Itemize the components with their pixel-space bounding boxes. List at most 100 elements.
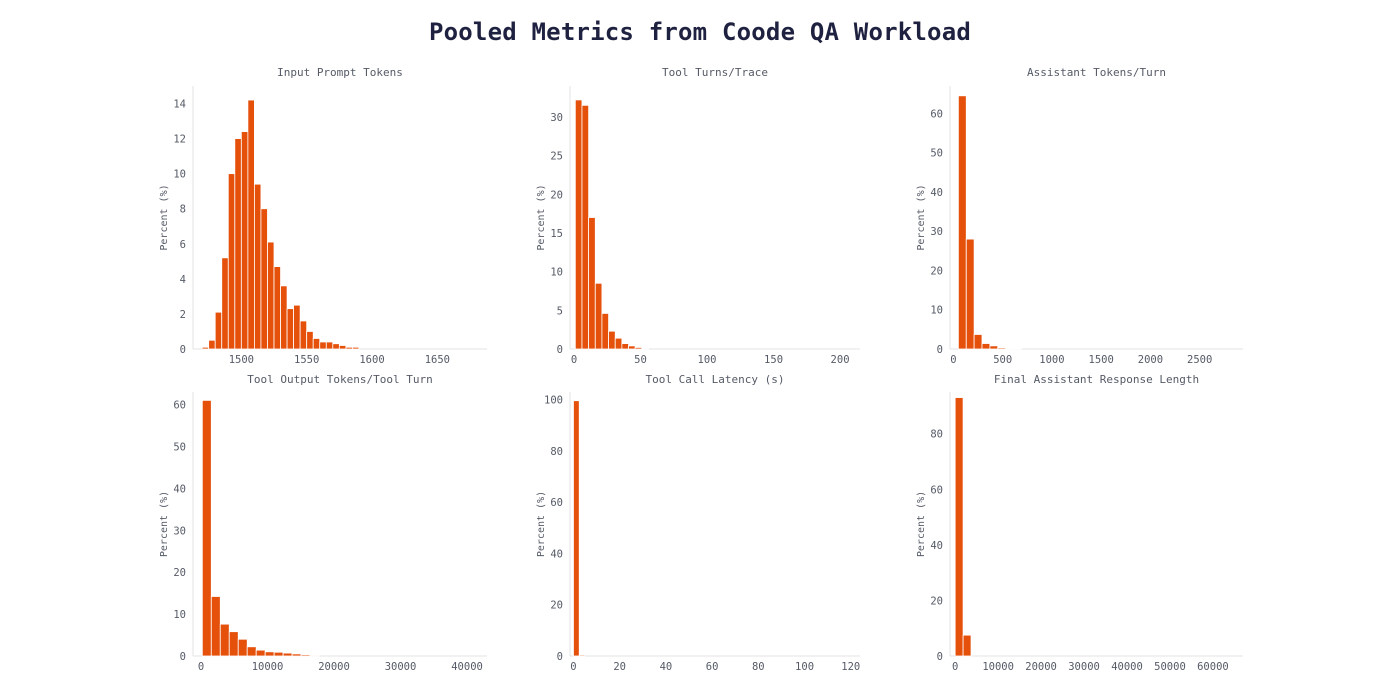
x-tick-label: 0 bbox=[952, 661, 958, 673]
y-tick-label: 100 bbox=[544, 395, 563, 407]
x-tick-label: 1600 bbox=[359, 354, 384, 366]
y-tick-label: 40 bbox=[173, 483, 186, 495]
x-tick-label: 80 bbox=[752, 661, 765, 673]
x-tick-label: 0 bbox=[950, 354, 956, 366]
histogram-bar bbox=[352, 346, 360, 350]
x-tick-label: 30000 bbox=[1068, 661, 1100, 673]
y-tick-label: 4 bbox=[180, 274, 186, 286]
y-tick-label: 0 bbox=[180, 651, 186, 663]
y-tick-label: 0 bbox=[557, 344, 563, 356]
y-tick-label: 2 bbox=[180, 309, 186, 321]
y-tick-label: 10 bbox=[173, 169, 186, 181]
y-tick-label: 20 bbox=[550, 600, 563, 612]
x-tick-label: 20000 bbox=[318, 661, 350, 673]
y-tick-label: 15 bbox=[550, 228, 563, 240]
x-tick-label: 60000 bbox=[1197, 661, 1229, 673]
chart-title: Final Assistant Response Length bbox=[994, 373, 1199, 386]
x-tick-label: 20000 bbox=[1025, 661, 1057, 673]
y-tick-label: 20 bbox=[550, 189, 563, 201]
x-tick-label: 120 bbox=[841, 661, 860, 673]
y-tick-label: 60 bbox=[173, 400, 186, 412]
histogram-bar bbox=[965, 238, 975, 350]
x-tick-label: 40000 bbox=[451, 661, 483, 673]
y-tick-label: 30 bbox=[173, 525, 186, 537]
chart-title: Tool Turns/Trace bbox=[662, 66, 768, 79]
x-tick-label: 500 bbox=[993, 354, 1012, 366]
y-tick-label: 40 bbox=[550, 548, 563, 560]
y-tick-label: 0 bbox=[937, 651, 943, 663]
y-tick-label: 60 bbox=[550, 497, 563, 509]
histogram-bar bbox=[641, 347, 649, 350]
x-tick-label: 60 bbox=[706, 661, 719, 673]
chart-title: Tool Call Latency (s) bbox=[645, 373, 784, 386]
y-tick-label: 5 bbox=[557, 305, 563, 317]
y-tick-label: 60 bbox=[930, 484, 943, 496]
y-tick-label: 20 bbox=[930, 595, 943, 607]
y-axis-label: Percent (%) bbox=[916, 491, 927, 557]
x-tick-label: 100 bbox=[795, 661, 814, 673]
x-tick-label: 10000 bbox=[982, 661, 1014, 673]
x-tick-label: 0 bbox=[198, 661, 204, 673]
x-tick-label: 200 bbox=[831, 354, 850, 366]
y-axis-label: Percent (%) bbox=[536, 184, 547, 250]
y-tick-label: 80 bbox=[550, 446, 563, 458]
y-tick-label: 0 bbox=[557, 651, 563, 663]
y-tick-label: 40 bbox=[930, 187, 943, 199]
x-tick-label: 1550 bbox=[294, 354, 319, 366]
y-tick-label: 50 bbox=[173, 441, 186, 453]
x-tick-label: 10000 bbox=[252, 661, 284, 673]
x-tick-label: 0 bbox=[570, 661, 576, 673]
y-tick-label: 20 bbox=[173, 567, 186, 579]
histogram-bar bbox=[309, 654, 320, 657]
y-tick-label: 60 bbox=[930, 108, 943, 120]
y-tick-label: 10 bbox=[930, 305, 943, 317]
y-tick-label: 50 bbox=[930, 148, 943, 160]
x-tick-label: 40000 bbox=[1111, 661, 1143, 673]
y-axis-label: Percent (%) bbox=[159, 491, 170, 557]
y-tick-label: 20 bbox=[930, 265, 943, 277]
x-tick-label: 2500 bbox=[1187, 354, 1212, 366]
histogram-bar bbox=[954, 397, 964, 657]
y-tick-label: 14 bbox=[173, 99, 186, 111]
x-tick-label: 50 bbox=[634, 354, 647, 366]
x-tick-label: 1000 bbox=[1039, 354, 1064, 366]
y-tick-label: 30 bbox=[930, 226, 943, 238]
chart-title: Tool Output Tokens/Tool Turn bbox=[247, 373, 432, 386]
y-tick-label: 80 bbox=[930, 429, 943, 441]
x-tick-label: 1650 bbox=[425, 354, 450, 366]
histogram-bar bbox=[973, 334, 983, 350]
histogram-bar bbox=[578, 654, 586, 657]
x-tick-label: 0 bbox=[571, 354, 577, 366]
chart-title: Input Prompt Tokens bbox=[277, 66, 403, 79]
y-axis-label: Percent (%) bbox=[916, 184, 927, 250]
y-tick-label: 40 bbox=[930, 540, 943, 552]
y-tick-label: 25 bbox=[550, 151, 563, 163]
x-tick-label: 50000 bbox=[1154, 661, 1186, 673]
y-tick-label: 12 bbox=[173, 134, 186, 146]
y-tick-label: 10 bbox=[550, 267, 563, 279]
x-tick-label: 100 bbox=[698, 354, 717, 366]
y-tick-label: 0 bbox=[180, 344, 186, 356]
histogram-bar bbox=[201, 399, 212, 657]
x-tick-label: 1500 bbox=[229, 354, 254, 366]
y-tick-label: 6 bbox=[180, 239, 186, 251]
y-axis-label: Percent (%) bbox=[536, 491, 547, 557]
x-tick-label: 20 bbox=[613, 661, 626, 673]
histogram-bar bbox=[573, 400, 580, 657]
page-title: Pooled Metrics from Coode QA Workload bbox=[428, 18, 972, 46]
x-tick-label: 30000 bbox=[385, 661, 417, 673]
x-tick-label: 2000 bbox=[1138, 354, 1163, 366]
x-tick-label: 150 bbox=[764, 354, 783, 366]
x-tick-label: 40 bbox=[660, 661, 673, 673]
